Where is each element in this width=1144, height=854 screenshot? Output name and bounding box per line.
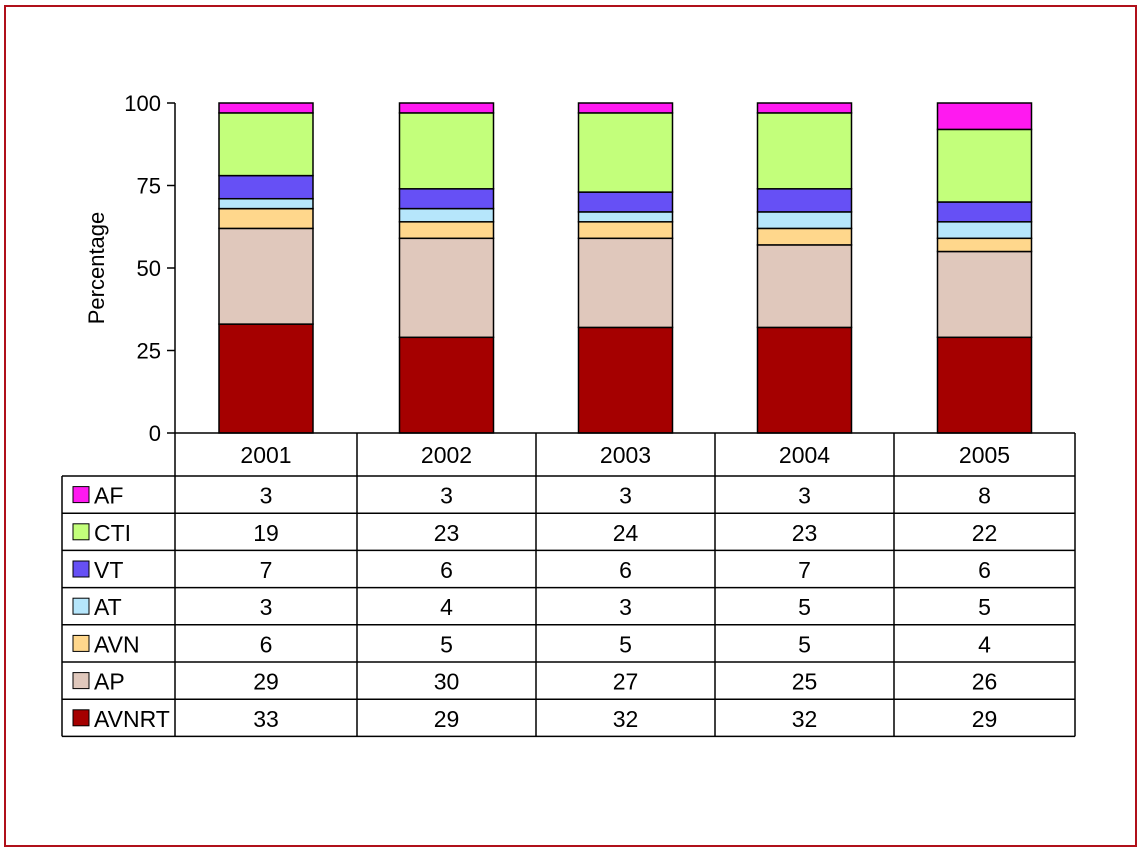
bar-segment-at-2003 (577, 211, 674, 223)
bar-segment-cti-2002 (398, 112, 495, 190)
table-cell-at-2003: 3 (619, 594, 632, 620)
table-cell-cti-2004: 23 (792, 520, 818, 546)
table-cell-avnrt-2002: 29 (434, 706, 460, 732)
table-header-2001: 2001 (240, 442, 291, 468)
table-header-2005: 2005 (959, 442, 1010, 468)
bar-segment-ap-2001 (218, 227, 314, 325)
bar-segment-ap-2003 (577, 237, 674, 329)
bar-segment-cti-2005 (936, 128, 1033, 203)
legend-swatch-ap (72, 672, 90, 690)
table-cell-at-2002: 4 (440, 594, 453, 620)
table-cell-cti-2002: 23 (434, 520, 460, 546)
table-cell-at-2001: 3 (260, 594, 273, 620)
table-cell-af-2005: 8 (978, 483, 991, 509)
legend-label-af: AF (94, 483, 123, 509)
table-cell-avn-2002: 5 (440, 631, 453, 657)
table-cell-at-2005: 5 (978, 594, 991, 620)
bar-segment-avnrt-2005 (936, 336, 1033, 434)
table-cell-vt-2005: 6 (978, 557, 991, 583)
legend-swatch-cti (72, 523, 90, 541)
legend-swatch-af (72, 486, 90, 504)
bar-segment-ap-2004 (756, 244, 853, 329)
table-header-2002: 2002 (421, 442, 472, 468)
legend-label-ap: AP (94, 669, 125, 695)
bar-segment-af-2002 (398, 102, 495, 114)
legend-label-avn: AVN (94, 631, 140, 657)
bar-segment-vt-2005 (936, 201, 1033, 223)
legend-label-avnrt: AVNRT (94, 706, 170, 732)
bar-segment-af-2001 (218, 102, 314, 114)
table-cell-af-2003: 3 (619, 483, 632, 509)
y-tick-label: 25 (137, 339, 161, 364)
bar-segment-cti-2001 (218, 112, 314, 177)
table-cell-af-2004: 3 (798, 483, 811, 509)
table-cell-af-2002: 3 (440, 483, 453, 509)
table-cell-ap-2005: 26 (972, 669, 998, 695)
table-cell-avnrt-2003: 32 (613, 706, 639, 732)
legend-label-cti: CTI (94, 520, 131, 546)
table-cell-cti-2003: 24 (613, 520, 639, 546)
legend-swatch-vt (72, 560, 90, 578)
bar-segment-avnrt-2001 (218, 323, 314, 434)
table-cell-vt-2001: 7 (260, 557, 273, 583)
bar-segment-avn-2005 (936, 237, 1033, 253)
y-axis: 0 25 50 75 100 (124, 91, 176, 446)
bar-segment-at-2004 (756, 211, 853, 230)
bar-segment-af-2003 (577, 102, 674, 114)
y-tick-label: 100 (124, 91, 161, 116)
table-cell-avnrt-2004: 32 (792, 706, 818, 732)
table-header-2004: 2004 (779, 442, 830, 468)
bar-segment-vt-2001 (218, 174, 314, 200)
bar-segment-at-2005 (936, 221, 1033, 240)
bar-segment-avn-2003 (577, 221, 674, 240)
table-cell-avn-2003: 5 (619, 631, 632, 657)
table-header-2003: 2003 (600, 442, 651, 468)
table-cell-ap-2003: 27 (613, 669, 639, 695)
legend-label-at: AT (94, 594, 122, 620)
bars-group (218, 102, 1033, 434)
table-cell-cti-2001: 19 (253, 520, 279, 546)
bar-segment-at-2001 (218, 197, 314, 210)
table-cell-vt-2002: 6 (440, 557, 453, 583)
table-cell-vt-2003: 6 (619, 557, 632, 583)
y-tick-label: 0 (149, 421, 161, 446)
bar-segment-avn-2002 (398, 221, 495, 240)
bar-segment-vt-2002 (398, 188, 495, 210)
table-cell-at-2004: 5 (798, 594, 811, 620)
bar-segment-avnrt-2002 (398, 336, 495, 434)
legend-swatch-at (72, 597, 90, 615)
y-tick-label: 75 (137, 174, 161, 199)
bar-segment-ap-2002 (398, 237, 495, 339)
table-cell-af-2001: 3 (260, 483, 273, 509)
table-cell-cti-2005: 22 (972, 520, 998, 546)
bar-segment-cti-2003 (577, 112, 674, 193)
table-cell-avn-2001: 6 (260, 631, 273, 657)
bar-segment-avn-2004 (756, 227, 853, 246)
table-cell-avn-2004: 5 (798, 631, 811, 657)
bar-segment-avnrt-2003 (577, 326, 674, 434)
bar-segment-af-2005 (936, 102, 1033, 131)
bar-segment-avnrt-2004 (756, 326, 853, 434)
bar-segment-avn-2001 (218, 207, 314, 230)
bar-segment-ap-2005 (936, 250, 1033, 339)
table-cell-avnrt-2001: 33 (253, 706, 279, 732)
table-cell-avnrt-2005: 29 (972, 706, 998, 732)
bar-segment-cti-2004 (756, 112, 853, 190)
legend-label-vt: VT (94, 557, 123, 583)
table-cell-ap-2002: 30 (434, 669, 460, 695)
bar-segment-af-2004 (756, 102, 853, 114)
table-cell-ap-2001: 29 (253, 669, 279, 695)
bar-segment-vt-2004 (756, 188, 853, 213)
legend-swatch-avnrt (72, 709, 90, 727)
bar-segment-vt-2003 (577, 191, 674, 213)
table-cell-ap-2004: 25 (792, 669, 818, 695)
y-tick-label: 50 (137, 256, 161, 281)
table-cell-vt-2004: 7 (798, 557, 811, 583)
y-axis-label: Percentage (84, 212, 109, 325)
legend-swatch-avn (72, 634, 90, 652)
table-cell-avn-2005: 4 (978, 631, 991, 657)
bar-segment-at-2002 (398, 207, 495, 223)
